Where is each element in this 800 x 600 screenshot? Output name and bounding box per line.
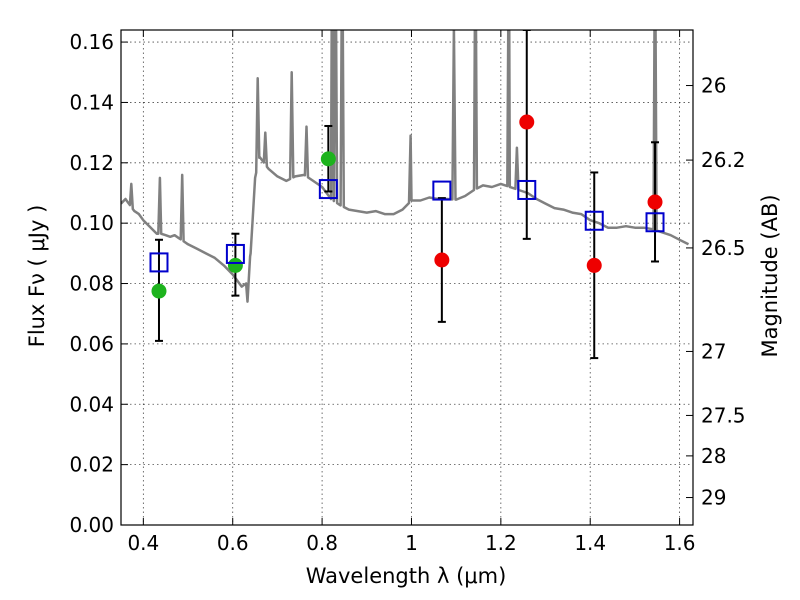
model-square-point (149, 252, 169, 273)
green-data-point (227, 257, 243, 273)
x-tick-label: 1.4 (574, 531, 606, 555)
spectrum-series (121, 30, 690, 303)
error-bars (154, 30, 660, 360)
model-square-point (645, 212, 665, 233)
data-points (149, 114, 665, 299)
y-tick-label: 0.12 (69, 151, 114, 175)
red-data-point (519, 114, 535, 130)
x-tick-label: 0.8 (306, 531, 338, 555)
plot-frame (120, 29, 694, 526)
x-tick-label: 1.2 (485, 531, 517, 555)
y-tick-label: 0.00 (69, 513, 114, 537)
x-tick-label: 0.6 (217, 531, 249, 555)
x-axis-label: Wavelength λ (μm) (306, 564, 507, 588)
y-tick-label: 0.02 (69, 453, 114, 477)
tick-labels: 0.4 0.6 0.8 1 1.2 1.4 1.6 0.00 0.02 0.04 0.06 0.08 0… (69, 30, 745, 555)
model-square-point (432, 180, 452, 201)
green-data-point (320, 151, 336, 167)
y-tick-label: 0.08 (69, 272, 114, 296)
right-tick-label: 29 (701, 486, 726, 510)
right-axis-label: Magnitude (AB) (758, 194, 782, 357)
right-tick-label: 27.5 (701, 403, 746, 427)
right-tick-label: 26 (701, 74, 726, 98)
x-tick-label: 1 (405, 531, 418, 555)
right-tick-label: 28 (701, 444, 726, 468)
right-tick-label: 27 (701, 339, 726, 363)
y-tick-label: 0.10 (69, 211, 114, 235)
model-square-point (517, 179, 537, 200)
model-square-point (318, 179, 338, 200)
y-tick-label: 0.06 (69, 332, 114, 356)
grid-lines (121, 30, 693, 526)
y-tick-label: 0.04 (69, 392, 114, 416)
x-tick-label: 1.6 (664, 531, 696, 555)
right-tick-label: 26.5 (701, 236, 746, 260)
red-data-point (586, 257, 602, 273)
spectrum-line (121, 30, 690, 303)
red-data-point (434, 252, 450, 268)
x-tick-label: 0.4 (127, 531, 159, 555)
model-square-point (225, 243, 245, 264)
red-data-point (647, 194, 663, 210)
right-tick-label: 26.2 (701, 148, 746, 172)
model-square-point (584, 210, 604, 231)
y-tick-label: 0.14 (69, 90, 114, 114)
green-data-point (151, 283, 167, 299)
y-axis-label: Flux Fν ( μJy ) (25, 205, 49, 348)
axes (120, 29, 694, 526)
y-tick-label: 0.16 (69, 30, 114, 54)
